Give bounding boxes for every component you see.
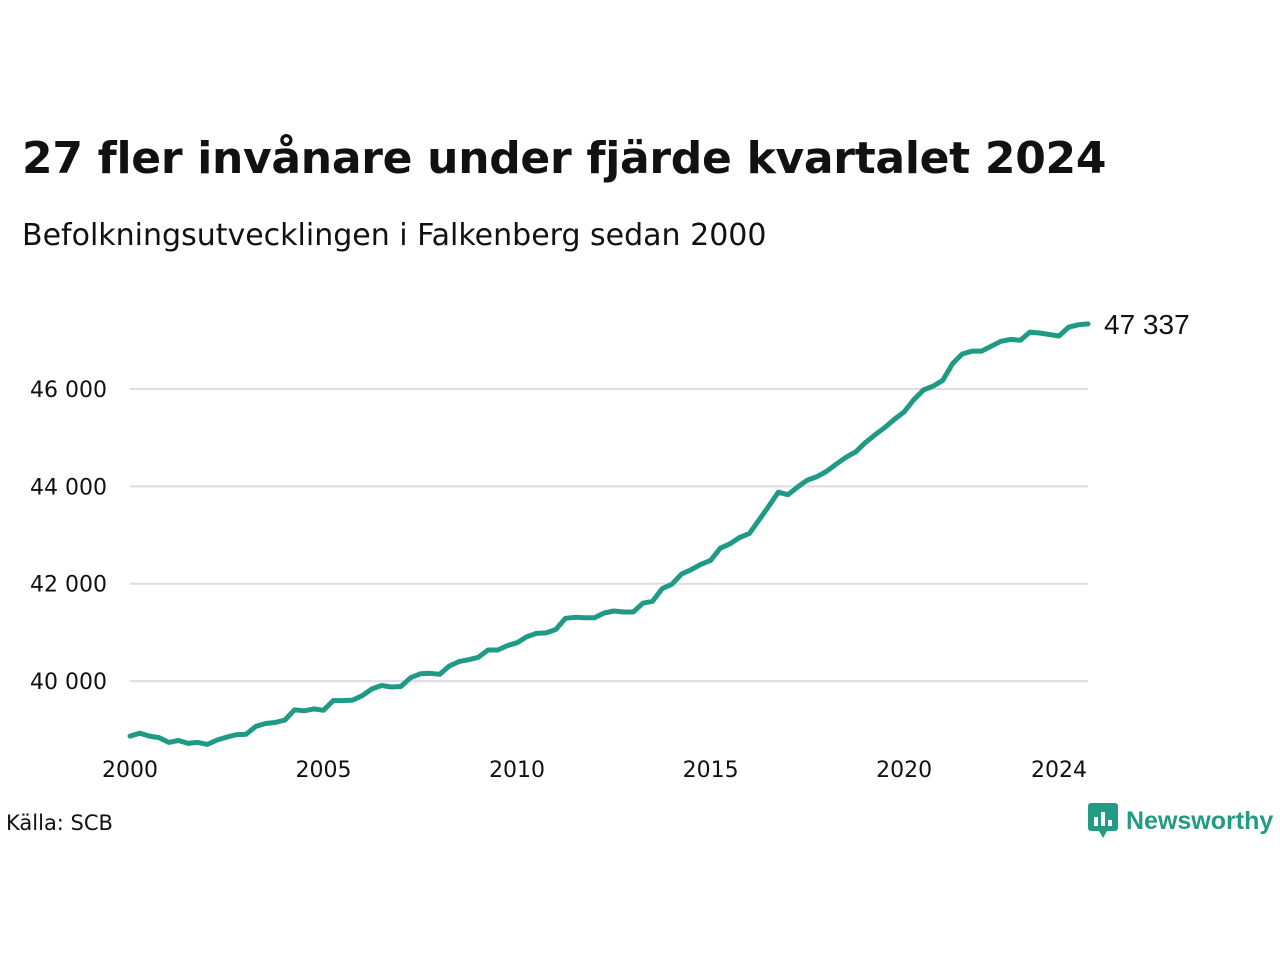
y-tick-label: 42 000 (30, 573, 107, 598)
population-line (127, 321, 1091, 747)
grid-lines (130, 388, 1088, 683)
newsworthy-logo-icon (1088, 803, 1118, 838)
y-tick-label: 44 000 (30, 475, 107, 500)
x-axis-labels: 2000 2005 2010 2015 2020 2024 (102, 758, 1087, 783)
y-axis-labels: 40 000 42 000 44 000 46 000 (30, 378, 107, 695)
x-tick-label: 2015 (683, 758, 739, 783)
chart-subtitle: Befolkningsutvecklingen i Falkenberg sed… (22, 218, 767, 253)
y-tick-label: 46 000 (30, 378, 107, 403)
chart-title: 27 fler invånare under fjärde kvartalet … (22, 133, 1107, 184)
x-tick-label: 2020 (876, 758, 932, 783)
end-value-label: 47 337 (1104, 309, 1190, 340)
y-tick-label: 40 000 (30, 670, 107, 695)
brand-name: Newsworthy (1126, 806, 1274, 835)
source-label: Källa: SCB (6, 811, 113, 835)
x-tick-label: 2005 (296, 758, 352, 783)
brand-logo: Newsworthy (1088, 803, 1273, 839)
x-tick-label: 2000 (102, 758, 158, 783)
x-tick-label: 2010 (489, 758, 545, 783)
x-tick-label: 2024 (1031, 758, 1087, 783)
